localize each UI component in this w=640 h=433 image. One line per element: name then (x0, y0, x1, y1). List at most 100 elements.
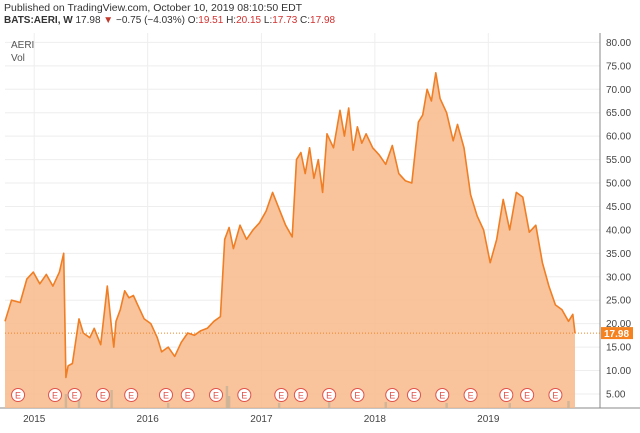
y-tick-label: 70.00 (606, 85, 631, 96)
pane-volume-label: Vol (11, 53, 25, 64)
earnings-marker-label: E (468, 391, 474, 401)
earnings-marker: E (520, 388, 535, 402)
earnings-marker-label: E (213, 391, 219, 401)
last-price-badge (601, 327, 633, 340)
last-price-label: 17.98 (604, 329, 629, 340)
earnings-marker-label: E (100, 391, 106, 401)
y-tick-label: 55.00 (606, 155, 631, 166)
earnings-marker-label: E (72, 391, 78, 401)
earnings-marker: E (237, 388, 252, 402)
earnings-marker: E (435, 388, 450, 402)
close-label: C: (300, 15, 311, 26)
y-tick-label: 15.00 (606, 343, 631, 354)
earnings-marker-label: E (15, 391, 21, 401)
earnings-marker-circle (293, 388, 308, 402)
earnings-marker-label: E (326, 391, 332, 401)
x-tick-label: 2016 (137, 414, 160, 425)
earnings-marker: E (274, 388, 289, 402)
earnings-marker-circle (48, 388, 63, 402)
y-tick-label: 5.00 (606, 389, 626, 400)
y-tick-label: 35.00 (606, 249, 631, 260)
earnings-marker-circle (520, 388, 535, 402)
volume-bar (77, 398, 81, 408)
earnings-marker: E (548, 388, 563, 402)
earnings-marker-circle (209, 388, 224, 402)
earnings-marker-circle (95, 388, 110, 402)
published-line: Published on TradingView.com, October 10… (4, 2, 303, 14)
price-area (5, 72, 575, 409)
earnings-marker-label: E (241, 391, 247, 401)
earnings-marker-circle (274, 388, 289, 402)
volume-bar (384, 402, 387, 408)
earnings-marker-circle (548, 388, 563, 402)
earnings-marker: E (48, 388, 63, 402)
earnings-marker-circle (11, 388, 26, 402)
volume-bar (227, 396, 231, 408)
pane-symbol-label: AERI (11, 40, 35, 51)
open-label: O: (187, 15, 199, 26)
earnings-marker: E (95, 388, 110, 402)
earnings-marker-label: E (52, 391, 58, 401)
earnings-marker: E (67, 388, 82, 402)
earnings-marker-label: E (524, 391, 530, 401)
volume-bar (567, 401, 570, 408)
earnings-marker: E (293, 388, 308, 402)
earnings-marker-circle (180, 388, 195, 402)
earnings-marker-label: E (439, 391, 445, 401)
earnings-marker-circle (350, 388, 365, 402)
volume-bar (110, 390, 113, 408)
earnings-marker: E (350, 388, 365, 402)
earnings-marker-label: E (278, 391, 284, 401)
earnings-marker: E (407, 388, 422, 402)
earnings-marker-circle (322, 388, 337, 402)
volume-bar (277, 403, 281, 408)
earnings-marker-circle (499, 388, 514, 402)
change-value: −0.75 (−4.03%) (115, 15, 185, 26)
earnings-marker-circle (158, 388, 173, 402)
earnings-marker: E (463, 388, 478, 402)
earnings-marker-circle (463, 388, 478, 402)
legend-line: BATS:AERI, W 17.98 ▼ −0.75 (−4.03%) O:19… (4, 15, 335, 26)
earnings-marker: E (124, 388, 139, 402)
open-value: 19.51 (198, 15, 224, 26)
earnings-marker-label: E (411, 391, 417, 401)
volume-bar (445, 403, 448, 408)
y-tick-label: 20.00 (606, 319, 631, 330)
y-tick-label: 50.00 (606, 179, 631, 190)
earnings-marker-label: E (298, 391, 304, 401)
earnings-marker-circle (385, 388, 400, 402)
y-tick-label: 80.00 (606, 38, 631, 49)
earnings-marker-circle (407, 388, 422, 402)
price-line (4, 72, 576, 379)
earnings-marker: E (209, 388, 224, 402)
last-price: 17.98 (75, 15, 101, 26)
earnings-marker-label: E (128, 391, 134, 401)
y-tick-label: 65.00 (606, 108, 631, 119)
volume-bar (64, 394, 68, 408)
earnings-marker-circle (237, 388, 252, 402)
y-tick-label: 40.00 (606, 225, 631, 236)
y-tick-label: 10.00 (606, 366, 631, 377)
x-tick-label: 2019 (477, 414, 500, 425)
symbol-label: BATS:AERI, W (4, 15, 73, 26)
close-value: 17.98 (310, 15, 336, 26)
down-arrow-icon: ▼ (103, 15, 114, 26)
earnings-marker: E (180, 388, 195, 402)
earnings-marker: E (11, 388, 26, 402)
earnings-marker-label: E (552, 391, 558, 401)
y-tick-label: 30.00 (606, 272, 631, 283)
earnings-marker-label: E (389, 391, 395, 401)
x-tick-label: 2018 (364, 414, 387, 425)
high-label: H: (226, 15, 237, 26)
earnings-marker-label: E (354, 391, 360, 401)
y-tick-label: 25.00 (606, 296, 631, 307)
low-value: 17.73 (272, 15, 298, 26)
x-tick-label: 2015 (23, 414, 46, 425)
high-value: 20.15 (236, 15, 262, 26)
x-tick-label: 2017 (250, 414, 273, 425)
low-label: L: (263, 15, 273, 26)
volume-bar (508, 403, 511, 408)
y-tick-label: 60.00 (606, 132, 631, 143)
volume-bar (327, 399, 331, 408)
